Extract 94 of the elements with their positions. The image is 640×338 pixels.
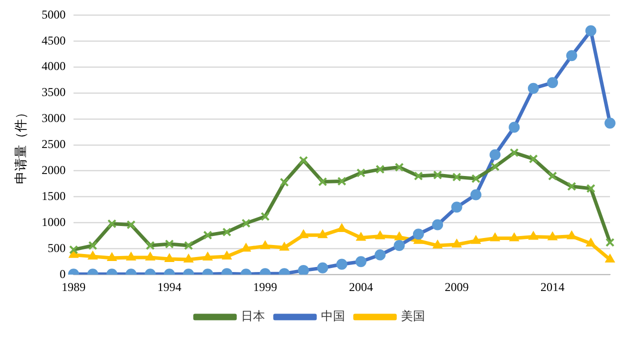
y-tick-label: 3000 <box>42 111 66 126</box>
point <box>337 176 346 186</box>
point <box>604 118 616 129</box>
point <box>164 254 174 262</box>
point <box>317 262 328 274</box>
point <box>452 172 462 182</box>
point <box>355 256 366 268</box>
point <box>298 264 309 275</box>
point <box>356 232 366 241</box>
y-tick-label: 4500 <box>42 33 66 48</box>
x-tick-label: 1989 <box>62 280 86 294</box>
point <box>107 252 117 261</box>
point <box>566 50 578 62</box>
point <box>394 232 404 240</box>
point <box>528 231 538 240</box>
point <box>490 162 500 172</box>
point <box>374 249 386 260</box>
point <box>241 243 251 252</box>
point <box>586 238 596 246</box>
point <box>107 219 116 228</box>
point <box>260 212 270 222</box>
point <box>164 239 174 249</box>
point <box>451 202 462 213</box>
y-axis-title: 申请量（件） <box>14 106 30 184</box>
x-tick-label: 1999 <box>253 280 278 294</box>
point <box>280 242 290 251</box>
point <box>528 154 538 164</box>
point <box>145 252 156 260</box>
y-tick-label: 500 <box>48 240 66 255</box>
point <box>471 235 481 244</box>
legend-label: 日本 <box>241 309 265 324</box>
y-tick-label: 5000 <box>42 7 66 22</box>
x-tick-label: 2004 <box>348 280 373 294</box>
point <box>394 162 404 172</box>
point <box>452 239 462 248</box>
point <box>203 230 212 240</box>
point <box>509 232 520 242</box>
point <box>336 258 348 270</box>
point <box>432 219 444 230</box>
y-tick-label: 3500 <box>42 85 66 100</box>
point <box>490 149 501 160</box>
point <box>146 241 155 250</box>
y-tick-label: 1500 <box>42 188 66 203</box>
point <box>88 241 98 250</box>
point <box>222 228 232 237</box>
y-tick-label: 0 <box>60 266 66 281</box>
point <box>586 184 596 194</box>
legend-label: 美国 <box>401 309 425 324</box>
point <box>394 240 405 252</box>
y-tick-label: 2000 <box>42 162 66 177</box>
point <box>567 182 576 191</box>
point <box>433 170 442 180</box>
y-tick-label: 4000 <box>42 59 66 74</box>
x-tick-label: 2009 <box>444 280 469 294</box>
y-tick-label: 1000 <box>42 214 66 229</box>
point <box>318 230 328 238</box>
point <box>585 25 596 36</box>
point <box>241 218 251 228</box>
point <box>202 252 213 260</box>
point <box>376 164 385 174</box>
point <box>318 177 328 186</box>
point <box>471 174 480 184</box>
point <box>605 238 615 247</box>
point <box>566 230 577 240</box>
point <box>414 171 423 181</box>
point <box>356 168 366 178</box>
point <box>184 241 194 250</box>
point <box>69 245 78 254</box>
point <box>432 240 442 249</box>
point <box>184 254 194 263</box>
point <box>605 254 615 263</box>
point <box>336 223 347 232</box>
point <box>508 122 520 133</box>
x-tick-label: 1994 <box>157 280 182 294</box>
point <box>88 250 98 260</box>
legend-label: 中国 <box>321 309 345 324</box>
point <box>222 250 232 260</box>
point <box>470 189 482 200</box>
point <box>510 148 519 158</box>
point <box>298 156 308 165</box>
point <box>126 252 136 260</box>
point <box>375 230 385 240</box>
x-tick-label: 2014 <box>540 280 565 294</box>
point <box>260 240 270 250</box>
point <box>528 82 539 94</box>
y-tick-label: 2500 <box>42 137 66 152</box>
point <box>547 77 558 88</box>
point <box>280 178 289 187</box>
point <box>490 232 500 242</box>
point <box>548 232 558 240</box>
point <box>412 228 424 240</box>
point <box>298 230 308 238</box>
point <box>548 171 558 181</box>
point <box>126 220 136 230</box>
